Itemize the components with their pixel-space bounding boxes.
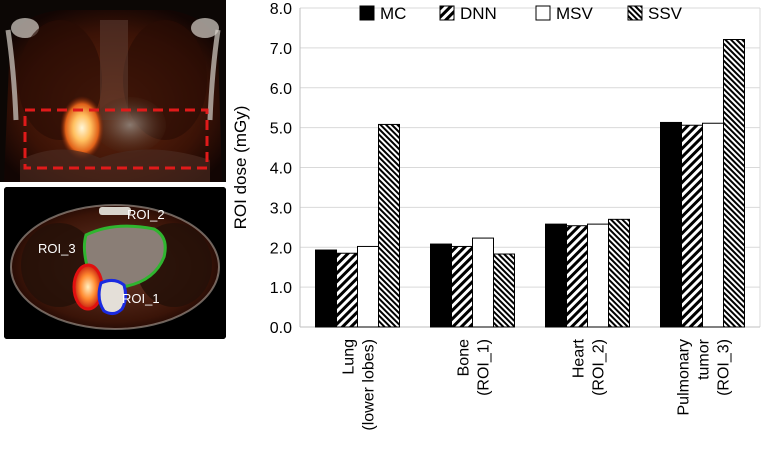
y-tick-label: 5.0 bbox=[270, 121, 292, 138]
roi-dose-bar-chart: 0.0 1.0 2.0 3.0 4.0 5.0 6.0 7.0 8.0 ROI dose (mGy… bbox=[231, 1, 761, 431]
bar-dnn bbox=[336, 252, 358, 328]
y-tick-label: 2.0 bbox=[270, 240, 292, 257]
x-category-line: (lower lobes) bbox=[361, 339, 378, 431]
x-category-line: tumor bbox=[696, 338, 713, 380]
x-category-line: Pulmonary bbox=[676, 339, 693, 415]
bar-msv bbox=[587, 223, 609, 328]
x-category-label: Lung (lower lobes) bbox=[341, 339, 378, 431]
bar-mc bbox=[315, 249, 337, 328]
legend-label-mc: MC bbox=[380, 4, 406, 23]
y-tick-label: 6.0 bbox=[270, 81, 292, 98]
y-tick-label: 3.0 bbox=[270, 200, 292, 217]
roi-1-label: ROI_1 bbox=[122, 291, 160, 306]
y-tick-label: 0.0 bbox=[270, 320, 292, 337]
bar-msv bbox=[472, 237, 494, 328]
y-axis-title: ROI dose (mGy) bbox=[231, 106, 250, 230]
x-category-line: (ROI_2) bbox=[591, 339, 608, 396]
bar-msv bbox=[357, 245, 379, 328]
x-category-line: Lung bbox=[341, 339, 358, 375]
x-category-label: Bone (ROI_1) bbox=[456, 339, 493, 396]
bar-msv bbox=[702, 122, 724, 328]
legend-swatch-mc bbox=[359, 5, 375, 21]
legend-label-msv: MSV bbox=[556, 4, 594, 23]
y-tick-label: 1.0 bbox=[270, 280, 292, 297]
legend-label-ssv: SSV bbox=[648, 4, 683, 23]
x-category-line: (ROI_1) bbox=[476, 339, 493, 396]
y-tick-label: 4.0 bbox=[270, 161, 292, 178]
y-tick-label: 8.0 bbox=[270, 1, 292, 18]
roi-2-label: ROI_2 bbox=[127, 207, 165, 222]
legend-swatch-dnn bbox=[439, 5, 455, 21]
x-category-line: Bone bbox=[456, 339, 473, 376]
bar-ssv bbox=[493, 253, 515, 328]
legend-label-dnn: DNN bbox=[460, 4, 497, 23]
bar-dnn bbox=[566, 225, 588, 328]
axial-scan-drawing bbox=[4, 187, 226, 339]
bar-dnn bbox=[681, 124, 703, 328]
bar-ssv bbox=[723, 39, 745, 328]
legend-swatch-msv bbox=[535, 5, 551, 21]
axis-labels: 0.0 1.0 2.0 3.0 4.0 5.0 6.0 7.0 8.0 ROI dose (mGy… bbox=[231, 1, 733, 431]
x-category-label: Heart (ROI_2) bbox=[571, 338, 608, 395]
x-category-line: Heart bbox=[571, 338, 588, 378]
x-category-label: Pulmonary tumor (ROI_3) bbox=[676, 338, 733, 415]
legend-swatch-ssv bbox=[627, 5, 643, 21]
bar-mc bbox=[430, 243, 452, 328]
bars bbox=[315, 39, 745, 328]
bar-ssv bbox=[378, 123, 400, 328]
bar-mc bbox=[660, 121, 682, 328]
axial-pet-ct-image: ROI_2 ROI_3 ROI_1 bbox=[4, 187, 226, 339]
coronal-pet-ct-image bbox=[0, 0, 226, 182]
legend: MC DNN MSV SSV bbox=[359, 4, 683, 23]
y-tick-label: 7.0 bbox=[270, 41, 292, 58]
x-category-line: (ROI_3) bbox=[716, 339, 733, 396]
bar-dnn bbox=[451, 245, 473, 328]
bar-mc bbox=[545, 223, 567, 328]
coronal-scan-drawing bbox=[0, 0, 226, 182]
roi-3-label: ROI_3 bbox=[38, 241, 76, 256]
bar-ssv bbox=[608, 218, 630, 328]
